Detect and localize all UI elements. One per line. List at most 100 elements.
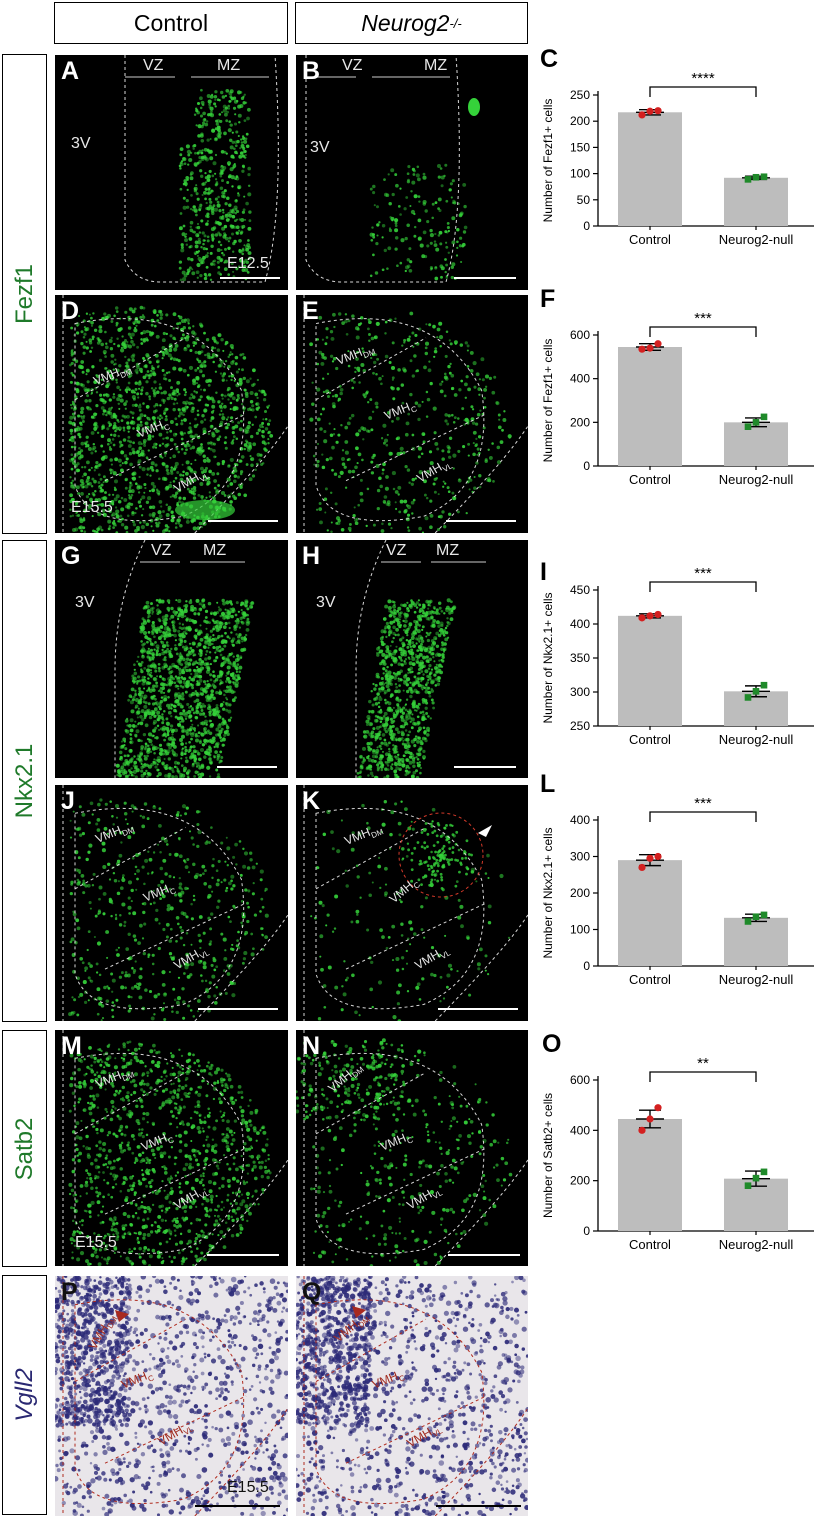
cell-dot <box>195 668 200 673</box>
cell-dot <box>200 443 203 446</box>
cell-dot <box>192 526 197 531</box>
cell-dot <box>201 103 205 107</box>
cell-dot <box>246 448 251 452</box>
cell-dot <box>238 238 242 243</box>
cell-dot <box>375 719 379 723</box>
cell-dot <box>321 355 325 359</box>
cell-dot <box>491 390 496 395</box>
cell-dot <box>235 267 239 271</box>
cell-dot <box>321 465 326 470</box>
cell-dot <box>366 714 371 720</box>
cell-dot <box>141 428 146 433</box>
cell-dot <box>178 489 181 492</box>
cell-dot <box>173 681 177 685</box>
cell-dot <box>144 635 147 638</box>
cell-dot <box>408 686 413 691</box>
cell-dot <box>157 715 162 720</box>
cell-dot <box>193 761 197 765</box>
cell-dot <box>181 668 185 672</box>
cell-dot <box>236 393 240 398</box>
cell-dot <box>144 701 148 705</box>
cell-dot <box>99 477 103 481</box>
cell-dot <box>140 392 143 396</box>
cell-dot <box>383 438 389 443</box>
cell-dot <box>401 724 406 729</box>
cell-dot <box>123 344 127 348</box>
cell-dot <box>162 691 166 694</box>
cell-dot <box>197 731 201 735</box>
cell-dot <box>414 333 418 337</box>
cell-dot <box>481 378 485 382</box>
cell-dot <box>194 750 197 753</box>
cell-dot <box>137 461 140 464</box>
cell-dot <box>428 450 433 454</box>
cell-dot <box>402 706 406 710</box>
cell-dot <box>127 381 131 385</box>
cell-dot <box>181 734 185 739</box>
cell-dot <box>222 720 227 725</box>
cell-dot <box>410 726 414 730</box>
cell-dot <box>144 723 149 728</box>
cell-dot <box>219 679 222 682</box>
cell-dot <box>408 335 411 338</box>
cell-dot <box>441 643 444 647</box>
cell-dot <box>448 371 452 375</box>
cell-dot <box>361 347 364 350</box>
cell-dot <box>321 453 324 456</box>
column-header-mutant-sup: -/- <box>449 15 462 31</box>
cell-dot <box>483 396 486 400</box>
panel-h-drawing <box>355 540 486 778</box>
cell-dot <box>221 462 225 466</box>
cell-dot <box>405 698 409 701</box>
cell-dot <box>223 131 227 136</box>
cell-dot <box>190 737 193 741</box>
cell-dot <box>484 459 488 463</box>
cell-dot <box>213 346 217 350</box>
cell-dot <box>348 416 352 420</box>
cell-dot <box>226 422 231 427</box>
cell-dot <box>376 763 380 767</box>
cell-dot <box>162 510 165 513</box>
cell-dot <box>227 104 230 108</box>
cell-dot <box>376 205 379 209</box>
cell-dot <box>365 719 370 724</box>
cell-dot <box>90 320 94 325</box>
cell-dot <box>181 623 184 626</box>
cell-dot <box>70 371 73 375</box>
cell-dot <box>367 318 370 321</box>
cell-dot <box>153 707 158 711</box>
cell-dot <box>442 634 446 637</box>
cell-dot <box>393 615 396 618</box>
cell-dot <box>378 687 381 691</box>
cell-dot <box>178 367 183 372</box>
cell-dot <box>463 419 466 422</box>
cell-dot <box>211 433 216 438</box>
cell-dot <box>434 232 437 236</box>
cell-dot <box>446 624 449 628</box>
cell-dot <box>396 436 401 440</box>
cell-dot <box>149 505 153 509</box>
cell-dot <box>174 715 178 719</box>
cell-dot <box>450 600 453 604</box>
cell-dot <box>182 224 186 228</box>
cell-dot <box>482 426 486 430</box>
cell-dot <box>459 343 464 347</box>
cell-dot <box>222 211 225 214</box>
cell-dot <box>200 245 203 249</box>
cell-dot <box>91 335 95 339</box>
cell-dot <box>243 638 247 642</box>
cell-dot <box>221 397 224 400</box>
cell-dot <box>220 90 224 95</box>
cell-dot <box>159 310 163 314</box>
cell-dot <box>216 98 220 101</box>
panel-g-drawing <box>114 540 255 778</box>
cell-dot <box>316 338 319 341</box>
cell-dot <box>436 336 439 339</box>
cell-dot <box>206 456 209 460</box>
cell-dot <box>368 416 373 421</box>
panel-e-drawing <box>303 295 528 533</box>
cell-dot <box>353 506 356 509</box>
cell-dot <box>399 446 404 451</box>
cell-dot <box>161 456 164 459</box>
cell-dot <box>197 675 200 679</box>
